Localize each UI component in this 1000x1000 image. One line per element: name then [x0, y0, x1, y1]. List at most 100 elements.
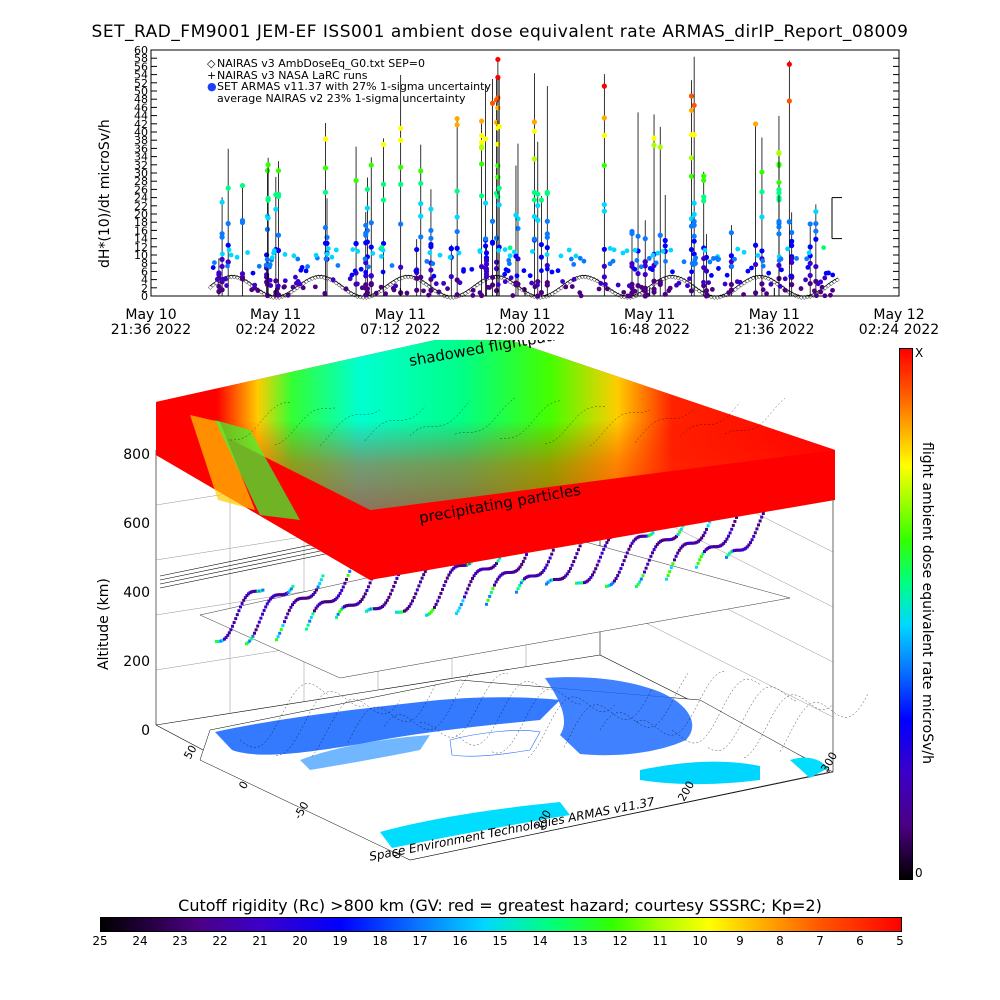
- armas-point: [626, 283, 632, 289]
- orbit-point: [283, 620, 286, 624]
- diamond-marker: ◇: [751, 275, 756, 282]
- armas-point: [651, 289, 657, 295]
- armas-point: [668, 247, 674, 253]
- armas-point: [728, 230, 734, 236]
- diamond-marker: ◇: [736, 284, 741, 291]
- orbit-point: [458, 606, 462, 610]
- armas-point: [363, 273, 369, 279]
- orbit-point: [302, 596, 306, 600]
- orbit-point: [505, 571, 509, 575]
- armas-point: [604, 286, 610, 292]
- legend-item-avg: average NAIRAS v2 23% 1-sigma uncertaint…: [217, 91, 466, 105]
- armas-point: [657, 232, 663, 238]
- orbit-point: [674, 554, 678, 558]
- armas-point: [273, 278, 279, 284]
- diamond-marker: ◇: [775, 280, 780, 287]
- orbit-point: [600, 551, 604, 555]
- orbit-point: [562, 575, 566, 579]
- orbit-point: [428, 612, 432, 616]
- armas-point: [755, 253, 761, 258]
- armas-point: [273, 290, 279, 296]
- armas-point: [691, 222, 697, 228]
- armas-point: [448, 245, 454, 252]
- orbit-point: [341, 585, 345, 589]
- armas-point: [359, 285, 365, 291]
- armas-point: [224, 283, 230, 288]
- orbit-point: [475, 570, 479, 574]
- diamond-marker: ◇: [556, 287, 561, 294]
- diamond-marker: ◇: [421, 279, 426, 286]
- orbit-point: [659, 539, 662, 543]
- armas-point: [722, 281, 728, 287]
- orbit-point: [584, 580, 588, 584]
- armas-point: [735, 246, 741, 252]
- armas-point: [379, 253, 384, 259]
- armas-point: [513, 253, 519, 259]
- rigidity-tick-label: 11: [652, 934, 668, 948]
- armas-point: [437, 252, 443, 258]
- armas-point: [805, 264, 811, 270]
- armas-point: [601, 274, 607, 280]
- armas-point: [611, 247, 617, 253]
- armas-point: [807, 221, 813, 227]
- orbit-point: [660, 538, 664, 542]
- diamond-marker: ◇: [316, 274, 321, 281]
- armas-point: [448, 273, 454, 280]
- armas-point: [368, 273, 374, 279]
- armas-point: [778, 256, 784, 262]
- armas-point: [776, 224, 782, 230]
- orbit-point: [393, 580, 397, 584]
- armas-point: [389, 263, 395, 268]
- orbit-point: [415, 588, 419, 592]
- y-tick-label: 60: [134, 44, 148, 57]
- orbit-point: [546, 580, 550, 584]
- orbit-point: [698, 538, 702, 542]
- armas-point: [478, 132, 485, 139]
- armas-point: [445, 286, 450, 292]
- orbit-point: [602, 547, 606, 551]
- orbit-point: [579, 581, 583, 585]
- diamond-marker: ◇: [349, 290, 354, 297]
- orbit-point: [425, 613, 428, 617]
- armas-point: [212, 260, 217, 266]
- armas-point: [225, 220, 231, 227]
- altitude-tick-label: 600: [123, 516, 150, 532]
- orbit-point: [259, 589, 263, 593]
- diamond-marker: ◇: [352, 292, 357, 299]
- armas-point: [577, 255, 583, 261]
- armas-point: [752, 290, 759, 296]
- world-map-layer: [199, 677, 831, 861]
- orbit-point: [699, 555, 703, 559]
- armas-point: [250, 270, 256, 276]
- armas-point: [689, 260, 695, 266]
- rigidity-tick-label: 15: [492, 934, 508, 948]
- orbit-point: [643, 534, 647, 538]
- armas-point: [255, 288, 261, 294]
- armas-point: [701, 177, 707, 184]
- armas-point: [653, 260, 659, 266]
- orbit-point: [572, 560, 576, 564]
- armas-point: [363, 292, 369, 298]
- orbit-point: [308, 595, 312, 599]
- armas-point: [515, 225, 521, 232]
- armas-point: [363, 282, 369, 288]
- diamond-marker: ◇: [547, 292, 552, 299]
- armas-point: [454, 228, 460, 235]
- orbit-point: [521, 579, 525, 583]
- orbit-point: [540, 570, 544, 574]
- armas-point: [454, 188, 460, 194]
- diamond-marker: ◇: [391, 279, 396, 286]
- orbit-point: [616, 574, 620, 578]
- orbit-point: [297, 597, 301, 601]
- armas-point: [789, 259, 795, 265]
- armas-point: [329, 254, 335, 260]
- armas-point: [702, 247, 708, 253]
- orbit-point: [250, 590, 254, 594]
- armas-point: [478, 144, 485, 150]
- armas-point: [794, 256, 799, 261]
- orbit-point: [450, 568, 454, 572]
- shadowed-flightpaths: [159, 540, 331, 589]
- orbit-point: [253, 589, 257, 593]
- diamond-marker: ◇: [745, 277, 750, 284]
- armas-point: [629, 228, 635, 235]
